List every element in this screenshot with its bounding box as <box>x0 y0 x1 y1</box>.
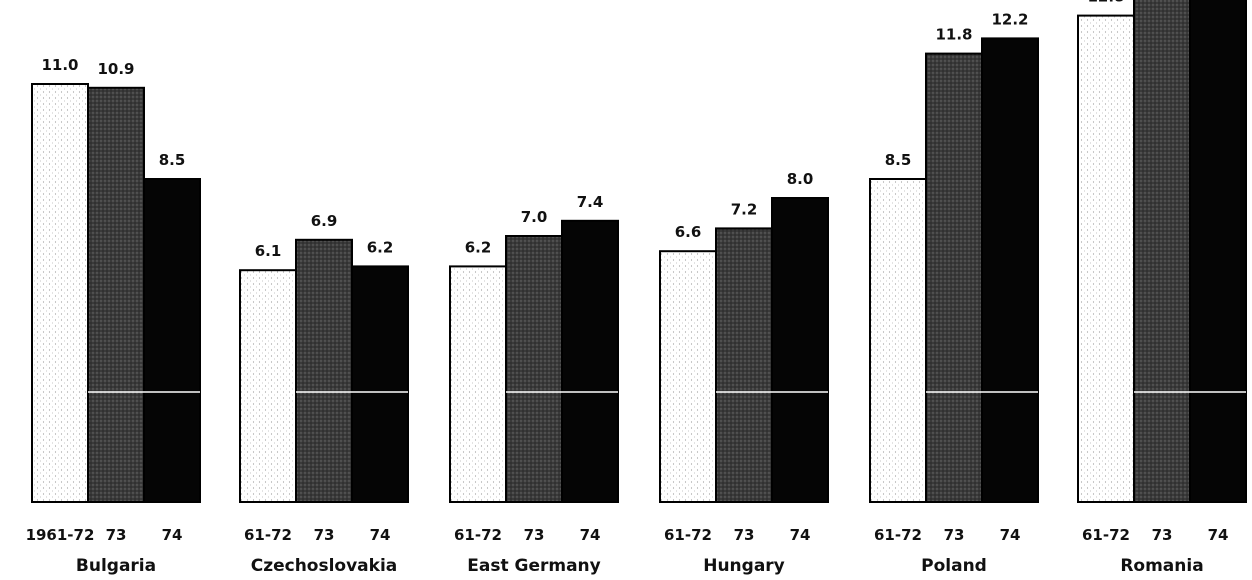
value-label-east-germany-74: 7.4 <box>577 193 604 211</box>
tick-label-poland-74: 74 <box>1000 526 1021 544</box>
bar-east-germany-73 <box>505 235 563 503</box>
value-label-hungary-74: 8.0 <box>787 170 814 188</box>
bar-romania-74 <box>1189 0 1247 503</box>
value-label-czechoslovakia-74: 6.2 <box>367 238 394 256</box>
value-label-czechoslovakia-73: 6.9 <box>311 212 338 230</box>
value-label-east-germany-61-72: 6.2 <box>465 238 492 256</box>
bars-layer <box>31 0 1247 504</box>
value-label-czechoslovakia-61-72: 6.1 <box>255 242 282 260</box>
country-label-czechoslovakia: Czechoslovakia <box>251 556 398 576</box>
bar-east-germany-61-72 <box>449 265 507 503</box>
value-label-poland-74: 12.2 <box>991 10 1028 28</box>
tick-label-czechoslovakia-74: 74 <box>370 526 391 544</box>
tick-label-hungary-74: 74 <box>790 526 811 544</box>
value-label-romania-61-72: 12.8 <box>1087 0 1124 6</box>
tick-label-romania-61-72: 61-72 <box>1082 526 1130 544</box>
tick-labels-layer: 1961-72 73 74 61-72 73 74 61-72 73 74 61-72 73 74 61… <box>26 526 1229 544</box>
country-label-bulgaria: Bulgaria <box>76 556 156 576</box>
bar-bulgaria-61-72 <box>31 83 89 503</box>
bar-czechoslovakia-61-72 <box>239 269 297 504</box>
bar-poland-74 <box>981 37 1039 504</box>
value-label-poland-73: 11.8 <box>935 26 972 44</box>
value-label-poland-61-72: 8.5 <box>885 151 912 169</box>
value-label-bulgaria-61-72: 11.0 <box>41 56 78 74</box>
tick-label-poland-61-72: 61-72 <box>874 526 922 544</box>
value-label-bulgaria-73: 10.9 <box>97 60 134 78</box>
bar-romania-61-72 <box>1077 14 1135 503</box>
bar-czechoslovakia-73 <box>295 238 353 504</box>
bar-bulgaria-74 <box>143 178 201 503</box>
country-label-poland: Poland <box>921 556 987 576</box>
tick-label-bulgaria-73: 73 <box>106 526 127 544</box>
value-label-bulgaria-74: 8.5 <box>159 151 186 169</box>
bar-east-germany-74 <box>561 219 619 504</box>
tick-label-hungary-73: 73 <box>734 526 755 544</box>
tick-label-bulgaria-61-72: 1961-72 <box>26 526 95 544</box>
bar-hungary-61-72 <box>659 250 717 503</box>
value-labels-layer: 11.0 10.9 8.5 6.1 6.9 6.2 6.2 7.0 7.4 6.6 7.2 8.0 8.… <box>41 0 1124 260</box>
bar-poland-73 <box>925 52 983 503</box>
value-label-hungary-73: 7.2 <box>731 200 758 218</box>
bar-bulgaria-73 <box>87 86 145 504</box>
bar-hungary-73 <box>715 227 773 503</box>
bar-poland-61-72 <box>869 178 927 503</box>
tick-label-poland-73: 73 <box>944 526 965 544</box>
tick-label-east-germany-73: 73 <box>524 526 545 544</box>
tick-label-czechoslovakia-61-72: 61-72 <box>244 526 292 544</box>
tick-label-romania-74: 74 <box>1208 526 1229 544</box>
country-label-east-germany: East Germany <box>467 556 601 576</box>
bar-hungary-74 <box>771 197 829 503</box>
tick-label-czechoslovakia-73: 73 <box>314 526 335 544</box>
tick-label-bulgaria-74: 74 <box>162 526 183 544</box>
tick-label-hungary-61-72: 61-72 <box>664 526 712 544</box>
bar-czechoslovakia-74 <box>351 265 409 503</box>
country-label-romania: Romania <box>1120 556 1203 576</box>
bar-romania-73 <box>1133 0 1191 503</box>
value-label-east-germany-73: 7.0 <box>521 208 548 226</box>
tick-label-east-germany-61-72: 61-72 <box>454 526 502 544</box>
value-label-hungary-61-72: 6.6 <box>675 223 702 241</box>
tick-label-romania-73: 73 <box>1152 526 1173 544</box>
country-label-hungary: Hungary <box>703 556 785 576</box>
country-labels-layer: Bulgaria Czechoslovakia East Germany Hungar… <box>76 556 1204 576</box>
tick-label-east-germany-74: 74 <box>580 526 601 544</box>
